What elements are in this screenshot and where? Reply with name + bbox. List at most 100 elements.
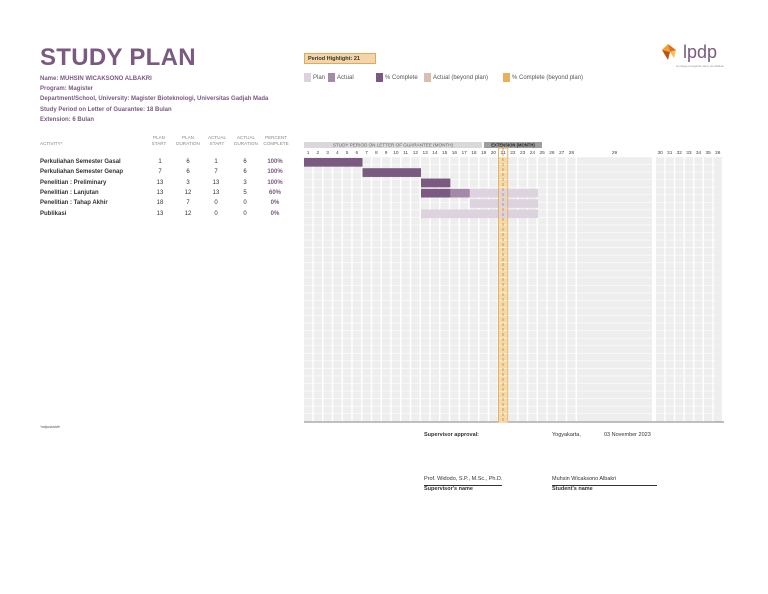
actual-start-value: 1 [214, 159, 218, 165]
actual-duration-value: 3 [243, 179, 247, 186]
legend-actual-beyond-label: Actual (beyond plan) [433, 74, 489, 81]
period-number: 31 [667, 150, 673, 156]
legend-plan: Plan Actual [304, 73, 354, 82]
student-name-signature: Muhsin Wicaksono Albakri [552, 476, 617, 482]
period-number: 2 [317, 150, 320, 156]
plan-start-value: 13 [156, 189, 164, 196]
period-number: 33 [686, 150, 692, 156]
actual-duration-value: 6 [243, 159, 247, 165]
actual-start-header: ACTUAL START [207, 135, 227, 146]
period-column [469, 157, 478, 422]
period-number: 4 [336, 150, 339, 156]
period-highlight-box[interactable]: Period Highlight: 21 [304, 53, 376, 64]
period-column [304, 157, 313, 422]
complete-beyond-swatch [503, 73, 510, 82]
period-number: 23 [520, 150, 526, 156]
period-column [577, 157, 652, 422]
student-signature-line [552, 485, 657, 486]
period-number: 29 [612, 150, 618, 156]
period-number: 12 [413, 150, 419, 156]
legend-complete-label: % Complete [385, 74, 418, 81]
actual-swatch [328, 73, 336, 82]
activity-name: Perkuliahan Semester Genap [40, 169, 124, 176]
period-number: 18 [471, 150, 477, 156]
period-number: 5 [346, 150, 349, 156]
student-name: Name: MUHSIN WICAKSONO ALBAKRI [40, 76, 152, 82]
percent-complete-header: PERCENT COMPLETE [263, 135, 289, 146]
period-column [430, 157, 439, 422]
period-number: 10 [393, 150, 399, 156]
supervisor-approval-label: Supervisor approval: [424, 432, 480, 438]
activity-row[interactable]: Penelitian : Lanjutan 13 12 13 5 60% [40, 188, 300, 198]
actual-duration-header: ACTUAL DURATION [234, 135, 258, 146]
period-number: 6 [356, 150, 359, 156]
period-column [694, 157, 703, 422]
plan-start-value: 1 [158, 159, 162, 165]
legend-complete-beyond: % Complete (beyond plan) [503, 73, 583, 82]
page-title: STUDY PLAN [40, 44, 196, 71]
period-column [382, 157, 391, 422]
student-name-label: Student's name [552, 486, 593, 492]
activity-row[interactable]: Penelitian : Tahap Akhir 18 7 0 0 0% [40, 198, 300, 208]
period-number: 27 [559, 150, 565, 156]
plan-duration-value: 6 [186, 169, 190, 176]
plan-start-value: 18 [156, 200, 164, 207]
plan-start-value: 13 [156, 179, 164, 186]
plan-duration-value: 6 [186, 159, 190, 165]
period-column [323, 157, 332, 422]
study-period-band [304, 142, 482, 148]
study-period: Study Period on Letter of Guarantee: 18 … [40, 107, 172, 113]
legend-complete: % Complete [376, 73, 418, 82]
period-column [518, 157, 527, 422]
activity-row[interactable]: Publikasi 13 12 0 0 0% [40, 209, 300, 219]
plan-bar [421, 209, 538, 219]
supervisor-signature-line [424, 485, 502, 486]
period-column [401, 157, 410, 422]
period-number: 1 [307, 150, 310, 156]
date: 03 November 2023 [604, 432, 651, 438]
plan-start-header: PLAN START [151, 135, 167, 146]
extension-band [484, 142, 542, 148]
period-column [411, 157, 420, 422]
percent-complete-value: 100% [267, 179, 283, 186]
actual-beyond-swatch [424, 73, 431, 82]
activity-row[interactable]: Perkuliahan Semester Genap 7 6 7 6 100% [40, 167, 300, 177]
place: Yogyakarta, [552, 432, 581, 438]
lpdp-logo-icon [662, 44, 676, 60]
period-number: 20 [491, 150, 497, 156]
percent-complete-value: 0% [270, 200, 280, 207]
period-number: 13 [422, 150, 428, 156]
period-column [460, 157, 469, 422]
activity-row[interactable]: Perkuliahan Semester Gasal 1 6 1 6 100% [40, 157, 300, 167]
period-column [538, 157, 547, 422]
period-column [656, 157, 665, 422]
activity-row[interactable]: Penelitian : Preliminary 13 3 13 3 100% [40, 178, 300, 188]
period-number: 34 [696, 150, 702, 156]
plan-start-value: 7 [158, 169, 162, 176]
period-column [528, 157, 537, 422]
plan-duration-value: 12 [184, 210, 192, 217]
complete-bar [421, 178, 451, 188]
period-column [713, 157, 722, 422]
period-column [352, 157, 361, 422]
logo-text: lpdp [683, 42, 718, 62]
plan-start-value: 13 [156, 210, 164, 217]
period-column [362, 157, 371, 422]
legend-complete-beyond-label: % Complete (beyond plan) [512, 74, 584, 81]
period-highlight-label: Period Highlight: [308, 56, 353, 62]
program: Program: Magister [40, 86, 94, 92]
period-column [333, 157, 342, 422]
complete-bar [421, 188, 451, 198]
plan-bar [421, 188, 538, 198]
period-column [372, 157, 381, 422]
percent-complete-value: 100% [267, 169, 283, 176]
actual-duration-value: 5 [243, 189, 247, 196]
period-column [704, 157, 713, 422]
period-number: 25 [539, 150, 545, 156]
period-column [557, 157, 566, 422]
supervisor-name-label: Supervisor's name [424, 486, 473, 492]
plan-duration-header: PLAN DURATION [176, 135, 200, 146]
period-column [684, 157, 694, 422]
logo-tagline: lembaga pengelola dana pendidikan [676, 64, 725, 68]
plan-swatch [304, 73, 311, 82]
